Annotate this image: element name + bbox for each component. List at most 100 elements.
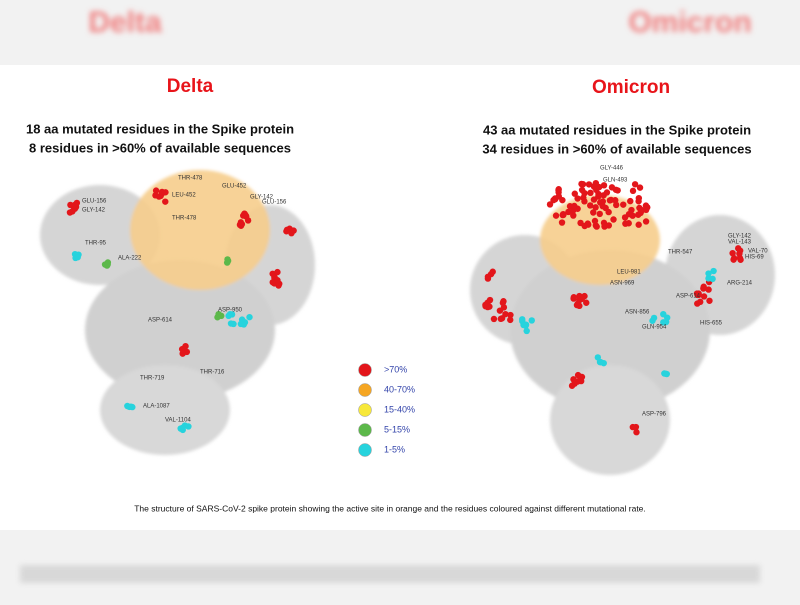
residue-sphere [660,310,667,318]
residue-sphere [636,184,644,191]
residue-sphere [592,179,600,187]
protein-lobe [510,250,710,410]
residue-sphere [71,201,79,209]
residue-sphere [631,181,639,188]
residue-sphere [580,194,587,201]
legend-label: 15-40% [384,404,415,414]
active-site [130,170,270,290]
residue-sphere [629,187,637,195]
blurred-title: Delta [88,6,162,39]
legend-swatch [358,363,372,377]
residue-sphere [593,223,600,230]
residue-sphere [103,262,111,269]
residue-sphere [587,189,594,197]
residue-sphere [179,424,186,432]
residue-sphere [237,320,245,328]
residue-sphere [283,228,290,235]
residue-sphere [158,190,166,197]
residue-sphere [496,307,504,314]
residue-sphere [709,275,716,283]
residue-label: VAL-143 [728,240,752,246]
residue-sphere [583,299,590,306]
legend-label: 5-15% [384,424,410,434]
panel-line: 18 aa mutated residues in the Spike prot… [26,121,294,136]
residue-label: GLN-493 [603,178,628,184]
residue-sphere [559,210,567,218]
residue-sphere [486,303,493,310]
residue-sphere [605,222,613,229]
residue-label: THR-716 [200,370,225,376]
residue-label: GLY-142 [728,234,752,240]
residue-sphere [614,187,621,194]
residue-sphere [706,297,713,304]
residue-label: GLU-452 [222,184,247,190]
residue-sphere [523,327,530,335]
caption: The structure of SARS-CoV-2 spike protei… [134,503,646,513]
residue-sphere [600,359,607,367]
residue-label: VAL-1104 [165,418,191,424]
residue-sphere [736,250,743,257]
residue-sphere [632,423,640,431]
residue-sphere [594,354,602,361]
residue-label: GLN-954 [642,325,667,331]
residue-sphere [570,212,577,219]
legend-swatch [358,423,372,437]
residue-sphere [590,209,597,216]
residue-sphere [571,190,578,197]
residue-sphere [223,259,231,266]
residue-sphere [571,202,578,210]
residue-sphere [546,201,554,208]
residue-label: HIS-69 [745,255,764,261]
residue-sphere [608,184,616,191]
residue-label: ASP-950 [218,308,243,314]
residue-sphere [700,285,707,292]
residue-sphere [570,376,577,383]
residue-sphere [705,286,712,293]
residue-sphere [507,311,514,319]
residue-spheres [66,179,744,436]
residue-sphere [214,314,221,321]
residue-sphere [585,181,593,188]
residue-sphere [244,217,252,224]
residue-sphere [226,311,234,318]
residue-sphere [622,220,629,227]
residue-sphere [700,293,708,300]
residue-label: ASP-614 [676,294,701,300]
residue-sphere [568,382,576,389]
residue-sphere [599,202,606,210]
blurred-title: Omicron [628,6,751,39]
residue-sphere [591,217,599,225]
residue-label: GLU-156 [82,199,107,205]
residue-sphere [600,182,608,189]
residue-sphere [246,313,253,321]
residue-sphere [610,216,617,223]
residue-sphere [578,186,586,194]
residue-label: ASP-614 [148,318,173,324]
residue-sphere [152,187,160,194]
residue-label: ALA-1087 [143,404,170,410]
panel-line: 34 residues in >60% of available sequenc… [482,141,751,156]
residue-sphere [552,212,560,219]
residue-sphere [578,295,586,303]
residue-sphere [605,208,612,216]
protein-lobe [85,260,275,400]
residue-sphere [179,350,186,357]
residue-sphere [126,403,133,411]
residue-sphere [570,295,577,302]
residue-sphere [576,302,583,310]
residue-sphere [596,210,603,218]
residue-sphere [499,299,507,307]
residue-sphere [694,300,701,307]
residue-label: THR-719 [140,376,165,382]
residue-sphere [620,201,627,208]
residue-sphere [230,320,237,328]
legend-label: 40-70% [384,384,415,394]
residue-sphere [502,310,509,318]
residue-label: GLY-446 [600,166,624,172]
residue-labels: GLU-156GLY-142THR-95ALA-222THR-478LEU-45… [82,166,768,424]
residue-sphere [579,181,587,188]
residue-sphere [290,227,297,234]
residue-label: LEU-452 [172,193,196,199]
residue-sphere [710,267,717,275]
residue-sphere [74,254,81,261]
